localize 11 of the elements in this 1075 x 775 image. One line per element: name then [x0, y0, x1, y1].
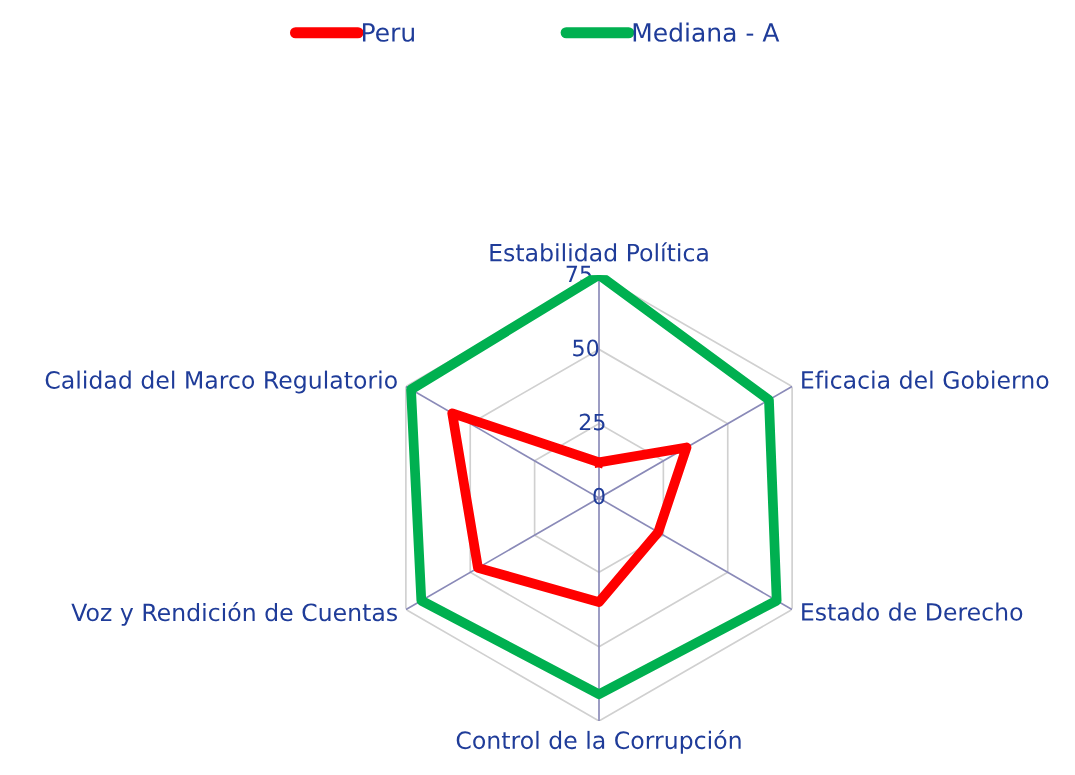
spoke-label: Estabilidad Política [490, 242, 708, 262]
spoke-label: Voz y Rendición de Cuentas [71, 602, 397, 626]
y-tick-label: 25 [579, 413, 605, 431]
spoke-label: Calidad del Marco Regulatorio [45, 370, 397, 394]
spoke-label: Eficacia del Gobierno [802, 370, 1049, 389]
y-tick-label: 0 [593, 487, 605, 505]
y-tick-label: 50 [573, 339, 599, 357]
spoke-label: Estado de Derecho [802, 602, 1023, 621]
spoke-label: Control de la Corrupción [456, 729, 741, 754]
legend-label: Peru [362, 23, 414, 42]
legend-label: Mediana - A [633, 22, 780, 42]
